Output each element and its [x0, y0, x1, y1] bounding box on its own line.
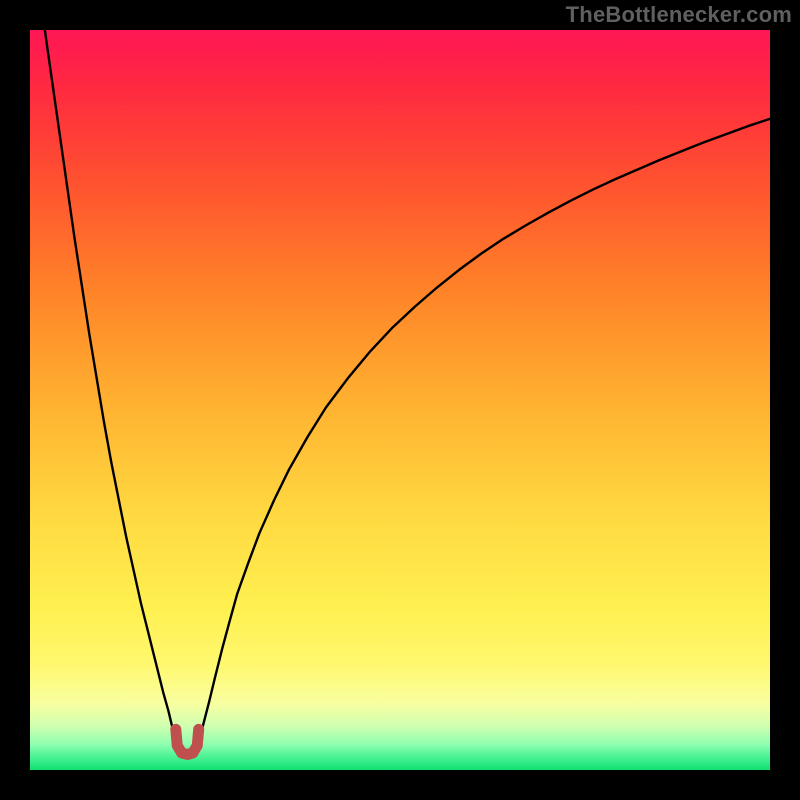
gradient-background — [30, 30, 770, 770]
figure-frame: TheBottlenecker.com — [0, 0, 800, 800]
plot-area — [30, 30, 770, 770]
bottleneck-chart — [30, 30, 770, 770]
watermark-label: TheBottlenecker.com — [566, 2, 792, 28]
